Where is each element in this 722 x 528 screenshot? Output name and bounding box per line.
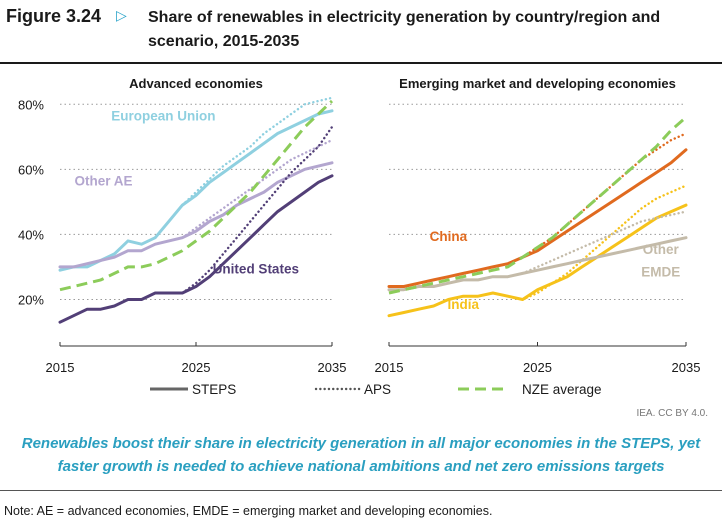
series-label: Other <box>643 242 680 257</box>
figure-label: Figure 3.24 <box>6 6 102 26</box>
caption-divider <box>0 490 722 491</box>
chart-canvas: Advanced economies 2015 2025 2035 20% 40% 60% 8… <box>18 76 701 397</box>
series-label: India <box>447 297 479 312</box>
x-tick-label: 2015 <box>375 360 404 375</box>
steps-line <box>387 236 688 292</box>
x-tick-label: 2035 <box>672 360 701 375</box>
triangle-arrow-icon: ▷ <box>116 7 127 23</box>
x-tick-label: 2025 <box>182 360 211 375</box>
series-label: United States <box>213 261 299 276</box>
steps-line <box>387 148 688 288</box>
series-label: China <box>430 229 468 244</box>
aps-line <box>521 132 688 259</box>
legend-label: STEPS <box>192 382 236 397</box>
panel-title: Advanced economies <box>129 76 263 91</box>
series-label: Other AE <box>75 174 133 189</box>
nze-line <box>59 99 334 292</box>
figure-header: Figure 3.24 ▷ Share of renewables in ele… <box>6 2 718 60</box>
figure-caption: Renewables boost their share in electric… <box>21 435 701 475</box>
y-tick-label: 40% <box>18 227 44 242</box>
series-label: EMDE <box>641 265 680 280</box>
y-tick-label: 60% <box>18 162 44 177</box>
y-tick-label: 80% <box>18 97 44 112</box>
figure-title: Share of renewables in electricity gener… <box>148 9 661 50</box>
aps-line <box>181 138 334 239</box>
steps-line <box>58 109 334 272</box>
x-tick-label: 2025 <box>523 360 552 375</box>
series-label: European Union <box>111 109 215 124</box>
steps-line <box>387 203 688 318</box>
legend-label: APS <box>364 382 391 397</box>
aps-line <box>521 184 688 301</box>
header-divider <box>0 62 722 64</box>
panel-title: Emerging market and developing economies <box>399 76 676 91</box>
y-tick-label: 20% <box>18 292 44 307</box>
footnote: Note: AE = advanced economies, EMDE = em… <box>4 504 493 518</box>
x-tick-label: 2035 <box>318 360 347 375</box>
x-tick-label: 2015 <box>46 360 75 375</box>
credit-text: IEA. CC BY 4.0. <box>636 408 708 419</box>
steps-line <box>58 174 334 324</box>
legend-label: NZE average <box>522 382 602 397</box>
nze-line <box>388 116 687 295</box>
aps-line <box>181 125 334 295</box>
aps-line <box>181 96 334 207</box>
aps-line <box>521 210 688 275</box>
